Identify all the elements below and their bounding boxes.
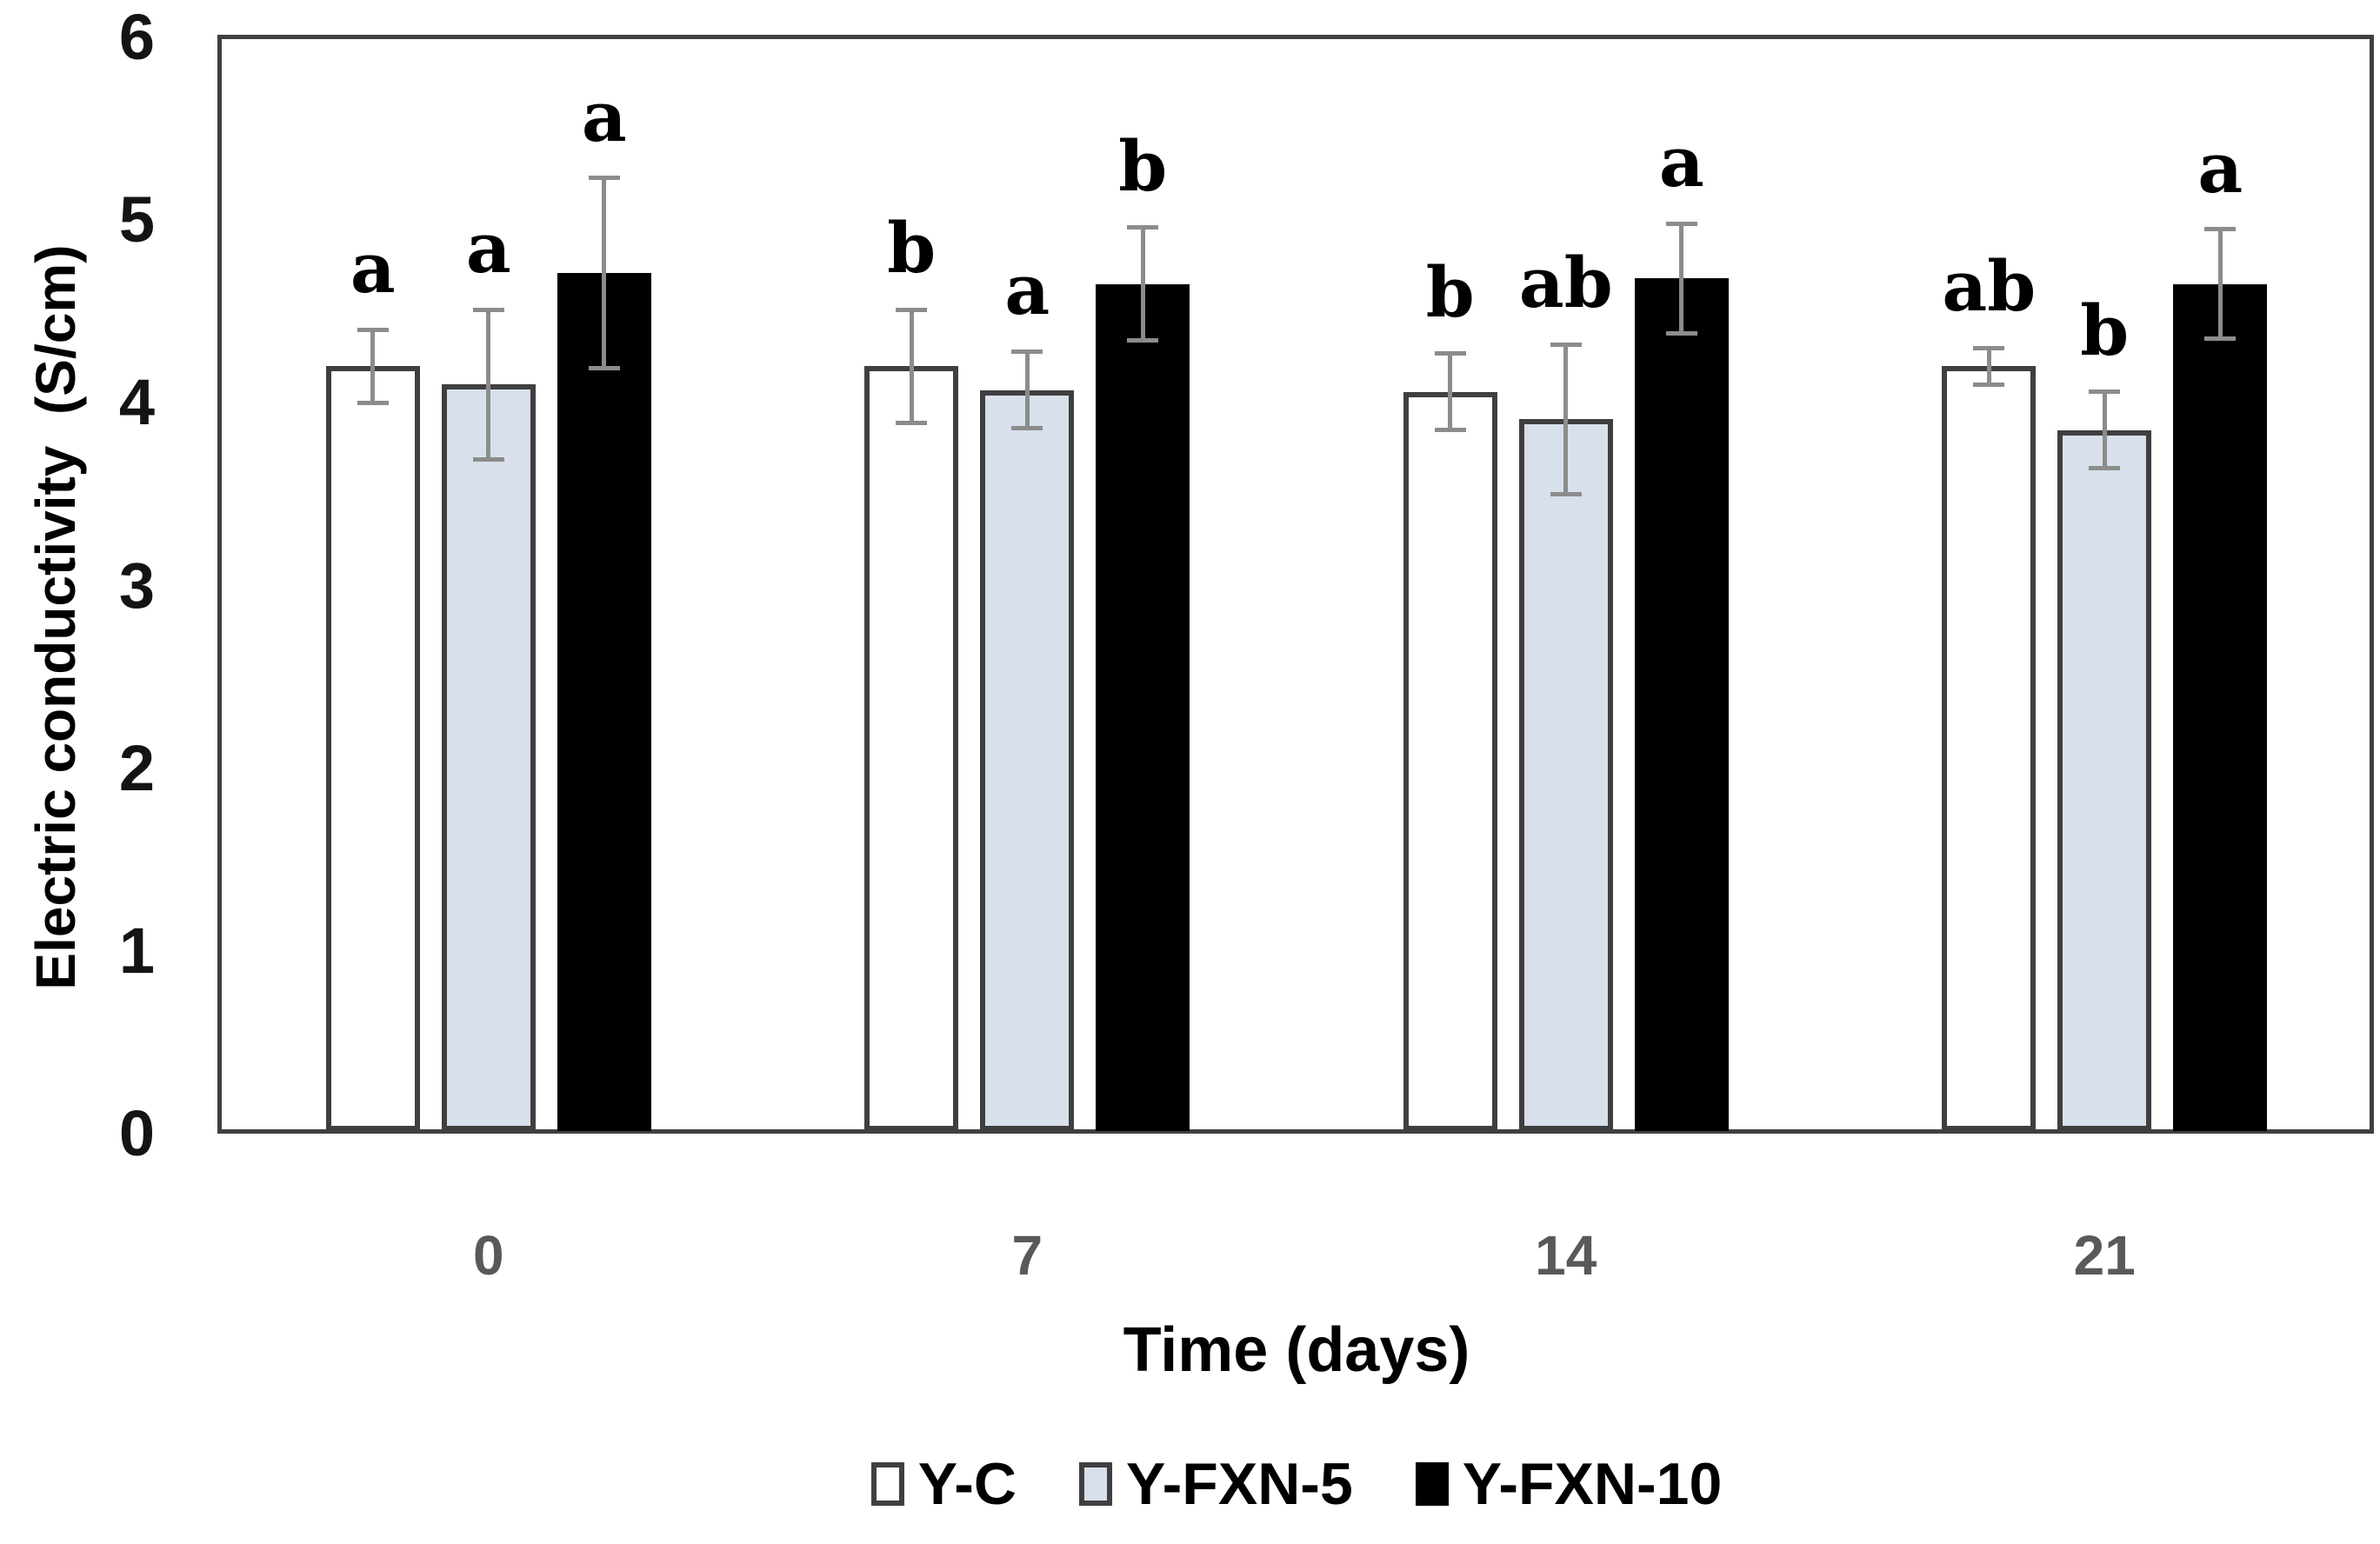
error-bar-stem-Y-FXN-10-day7 [1140, 227, 1145, 341]
sig-letter-Y-C-day0: a [350, 227, 396, 309]
x-tick-label-day14: 14 [1535, 1224, 1597, 1287]
error-bar-cap-bottom-Y-FXN-5-day21 [2089, 466, 2121, 471]
error-bar-cap-top-Y-FXN-5-day21 [2089, 389, 2121, 395]
error-bar-cap-bottom-Y-C-day7 [896, 420, 928, 425]
legend-item-Y-FXN-10: Y-FXN-10 [1415, 1451, 1723, 1517]
error-bar-stem-Y-FXN-5-day14 [1563, 344, 1569, 495]
legend-swatch-Y-C [870, 1462, 904, 1506]
error-bar-cap-top-Y-FXN-10-day21 [2204, 227, 2237, 232]
error-bar-cap-top-Y-FXN-10-day14 [1665, 221, 1697, 226]
error-bar-cap-top-Y-FXN-5-day14 [1550, 342, 1582, 347]
bar-Y-FXN-5-day14 [1518, 419, 1613, 1131]
error-bar-cap-bottom-Y-FXN-10-day7 [1127, 338, 1159, 343]
legend-item-Y-C: Y-C [870, 1451, 1017, 1517]
y-tick-label-2: 2 [118, 731, 155, 804]
bar-Y-C-day7 [864, 366, 959, 1131]
error-bar-stem-Y-C-day14 [1448, 353, 1453, 430]
y-tick-label-3: 3 [118, 549, 155, 622]
y-tick-label-6: 6 [118, 1, 155, 73]
error-bar-stem-Y-C-day21 [1986, 348, 1991, 385]
bar-Y-C-day21 [1942, 366, 2037, 1131]
sig-letter-Y-FXN-5-day0: a [465, 207, 511, 290]
sig-letter-Y-FXN-10-day14: a [1658, 121, 1704, 203]
error-bar-cap-bottom-Y-FXN-5-day14 [1550, 491, 1582, 496]
bar-Y-FXN-5-day21 [2057, 429, 2152, 1131]
sig-letter-Y-FXN-10-day7: b [1118, 124, 1168, 207]
bar-Y-C-day14 [1403, 391, 1497, 1131]
bar-Y-FXN-10-day7 [1096, 283, 1190, 1131]
error-bar-cap-bottom-Y-C-day14 [1434, 428, 1466, 433]
sig-letter-Y-FXN-10-day21: a [2197, 126, 2243, 209]
sig-letter-Y-C-day21: ab [1942, 245, 2037, 328]
legend: Y-C Y-FXN-5 Y-FXN-10 [219, 1454, 2374, 1514]
x-tick-label-day7: 7 [1011, 1224, 1043, 1287]
sig-letter-Y-FXN-5-day14: ab [1518, 242, 1613, 324]
error-bar-stem-Y-FXN-10-day21 [2217, 229, 2223, 339]
error-bar-cap-bottom-Y-FXN-5-day0 [472, 456, 504, 462]
error-bar-stem-Y-FXN-5-day0 [486, 309, 491, 460]
error-bar-stem-Y-FXN-10-day14 [1679, 223, 1684, 334]
error-bar-cap-bottom-Y-C-day21 [1973, 382, 2005, 387]
sig-letter-Y-FXN-5-day7: a [1004, 249, 1050, 331]
error-bar-cap-bottom-Y-FXN-5-day7 [1011, 426, 1043, 431]
error-bar-cap-bottom-Y-FXN-10-day0 [588, 365, 620, 370]
error-bar-stem-Y-FXN-5-day21 [2102, 391, 2107, 469]
error-bar-stem-Y-C-day7 [909, 309, 914, 423]
bar-Y-FXN-10-day14 [1634, 278, 1729, 1131]
y-tick-label-5: 5 [118, 183, 155, 256]
error-bar-cap-bottom-Y-FXN-10-day14 [1665, 330, 1697, 336]
x-axis-title: Time (days) [1123, 1315, 1470, 1385]
error-bar-cap-top-Y-FXN-5-day0 [472, 307, 504, 312]
bar-Y-FXN-10-day0 [557, 273, 651, 1131]
x-tick-label-day21: 21 [2073, 1224, 2136, 1287]
y-tick-label-4: 4 [118, 366, 155, 439]
error-bar-cap-top-Y-FXN-10-day0 [588, 176, 620, 181]
legend-swatch-Y-FXN-5 [1079, 1462, 1113, 1506]
sig-letter-Y-C-day14: b [1425, 250, 1475, 333]
error-bar-cap-top-Y-C-day0 [357, 327, 389, 332]
legend-item-Y-FXN-5: Y-FXN-5 [1079, 1454, 1353, 1514]
legend-label-Y-FXN-10: Y-FXN-10 [1462, 1451, 1723, 1517]
legend-label-Y-C: Y-C [917, 1451, 1017, 1517]
error-bar-stem-Y-FXN-5-day7 [1024, 351, 1030, 429]
sig-letter-Y-C-day7: b [887, 207, 937, 290]
error-bar-cap-top-Y-FXN-10-day7 [1127, 225, 1159, 230]
sig-letter-Y-FXN-5-day21: b [2080, 289, 2130, 371]
y-tick-label-0: 0 [118, 1097, 155, 1169]
error-bar-cap-bottom-Y-C-day0 [357, 400, 389, 405]
sig-letter-Y-FXN-10-day0: a [581, 75, 627, 157]
error-bar-cap-top-Y-FXN-5-day7 [1011, 349, 1043, 354]
error-bar-cap-top-Y-C-day14 [1434, 351, 1466, 356]
y-tick-label-1: 1 [118, 914, 155, 987]
error-bar-cap-top-Y-C-day21 [1973, 345, 2005, 350]
legend-label-Y-FXN-5: Y-FXN-5 [1126, 1451, 1353, 1517]
error-bar-cap-bottom-Y-FXN-10-day21 [2204, 336, 2237, 342]
legend-swatch-Y-FXN-10 [1415, 1462, 1449, 1506]
plot-area [217, 35, 2374, 1134]
bar-Y-FXN-10-day21 [2173, 283, 2268, 1131]
x-tick-label-day0: 0 [472, 1224, 504, 1287]
bar-Y-FXN-5-day7 [980, 389, 1075, 1131]
error-bar-stem-Y-C-day0 [370, 329, 376, 403]
error-bar-stem-Y-FXN-10-day0 [602, 177, 607, 369]
error-bar-cap-top-Y-C-day7 [896, 307, 928, 312]
bar-Y-FXN-5-day0 [441, 384, 536, 1131]
bar-Y-C-day0 [325, 366, 420, 1131]
